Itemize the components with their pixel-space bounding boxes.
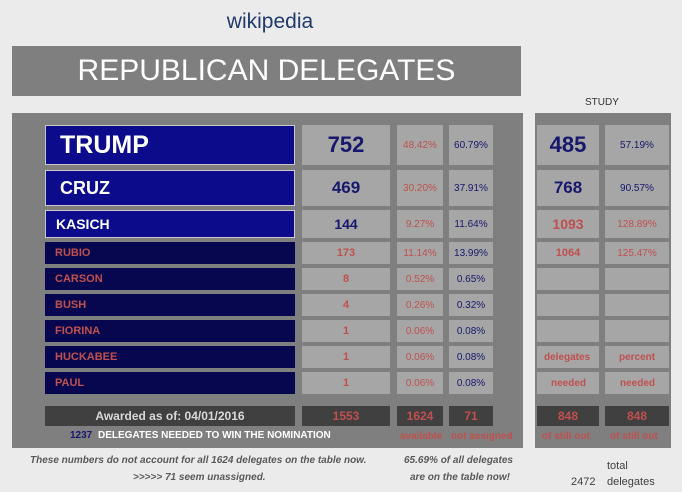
pct-assigned-fiorina: 0.06% bbox=[397, 320, 443, 342]
study-needed-huckabee bbox=[537, 346, 599, 368]
study-needed-kasich: 1093 bbox=[537, 210, 599, 238]
study-pct-trump: 57.19% bbox=[605, 125, 669, 165]
study-needed-carson bbox=[537, 268, 599, 290]
delegate-count-carson: 8 bbox=[302, 268, 390, 290]
pct-needed-paul: 0.08% bbox=[449, 372, 493, 394]
total-label-1: total bbox=[607, 460, 628, 472]
candidate-name-fiorina: FIORINA bbox=[45, 320, 295, 342]
candidate-name-paul: PAUL bbox=[45, 372, 295, 394]
available-value: 1624 bbox=[397, 406, 443, 426]
study-label-delegates: delegates bbox=[544, 352, 591, 363]
note-left-2: >>>>> 71 seem unassigned. bbox=[133, 472, 266, 483]
needed-text: DELEGATES NEEDED TO WIN THE NOMINATION bbox=[98, 430, 331, 441]
candidate-name-kasich: KASICH bbox=[45, 210, 295, 238]
pct-needed-rubio: 13.99% bbox=[449, 242, 493, 264]
awarded-date: Awarded as of: 04/01/2016 bbox=[45, 406, 295, 426]
needed-number: 1237 bbox=[70, 430, 93, 441]
study-pct-fiorina bbox=[605, 320, 669, 342]
delegate-count-trump: 752 bbox=[302, 125, 390, 165]
study-still-out-right: 848 bbox=[605, 406, 669, 426]
pct-needed-kasich: 11.64% bbox=[449, 210, 493, 238]
study-pct-cruz: 90.57% bbox=[605, 170, 669, 206]
note-right-2: are on the table now! bbox=[410, 472, 511, 483]
site-title: wikipedia bbox=[226, 10, 314, 33]
study-pct-paul bbox=[605, 372, 669, 394]
study-pct-huckabee bbox=[605, 346, 669, 368]
note-right-1: 65.69% of all delegates bbox=[404, 455, 513, 466]
pct-needed-huckabee: 0.08% bbox=[449, 346, 493, 368]
not-assigned-value: 71 bbox=[449, 406, 493, 426]
page-title: REPUBLICAN DELEGATES bbox=[12, 46, 521, 96]
pct-assigned-paul: 0.06% bbox=[397, 372, 443, 394]
pct-assigned-bush: 0.26% bbox=[397, 294, 443, 316]
study-needed-cruz: 768 bbox=[537, 170, 599, 206]
study-needed-bush bbox=[537, 294, 599, 316]
candidate-name-rubio: RUBIO bbox=[45, 242, 295, 264]
study-label-needed-2: needed bbox=[620, 378, 656, 389]
study-pct-carson bbox=[605, 268, 669, 290]
candidate-name-carson: CARSON bbox=[45, 268, 295, 290]
pct-assigned-kasich: 9.27% bbox=[397, 210, 443, 238]
study-label-percent: percent bbox=[619, 352, 656, 363]
pct-assigned-carson: 0.52% bbox=[397, 268, 443, 290]
delegate-count-bush: 4 bbox=[302, 294, 390, 316]
delegate-count-kasich: 144 bbox=[302, 210, 390, 238]
not-assigned-label: not assigned bbox=[451, 431, 513, 442]
study-label: STUDY bbox=[585, 97, 619, 108]
study-pct-rubio: 125.47% bbox=[605, 242, 669, 264]
study-pct-bush bbox=[605, 294, 669, 316]
still-out-label-1: of still out bbox=[542, 431, 590, 442]
delegate-count-fiorina: 1 bbox=[302, 320, 390, 342]
delegate-count-paul: 1 bbox=[302, 372, 390, 394]
pct-needed-fiorina: 0.08% bbox=[449, 320, 493, 342]
delegate-count-rubio: 173 bbox=[302, 242, 390, 264]
study-pct-kasich: 128.89% bbox=[605, 210, 669, 238]
pct-assigned-rubio: 11.14% bbox=[397, 242, 443, 264]
delegate-count-huckabee: 1 bbox=[302, 346, 390, 368]
pct-assigned-trump: 48.42% bbox=[397, 125, 443, 165]
candidate-name-bush: BUSH bbox=[45, 294, 295, 316]
pct-assigned-huckabee: 0.06% bbox=[397, 346, 443, 368]
study-needed-trump: 485 bbox=[537, 125, 599, 165]
study-label-needed-1: needed bbox=[551, 378, 587, 389]
study-needed-rubio: 1064 bbox=[537, 242, 599, 264]
available-label: available bbox=[400, 431, 443, 442]
delegate-count-cruz: 469 bbox=[302, 170, 390, 206]
total-number: 2472 bbox=[571, 476, 596, 488]
study-needed-fiorina bbox=[537, 320, 599, 342]
candidate-name-cruz: CRUZ bbox=[45, 170, 295, 206]
study-still-out-left: 848 bbox=[537, 406, 599, 426]
total-label-2: delegates bbox=[607, 476, 655, 488]
pct-assigned-cruz: 30.20% bbox=[397, 170, 443, 206]
pct-needed-carson: 0.65% bbox=[449, 268, 493, 290]
study-needed-paul bbox=[537, 372, 599, 394]
pct-needed-cruz: 37.91% bbox=[449, 170, 493, 206]
pct-needed-trump: 60.79% bbox=[449, 125, 493, 165]
note-left-1: These numbers do not account for all 162… bbox=[30, 455, 367, 466]
total-assigned-value: 1553 bbox=[302, 406, 390, 426]
candidate-name-trump: TRUMP bbox=[45, 125, 295, 165]
pct-needed-bush: 0.32% bbox=[449, 294, 493, 316]
still-out-label-2: of still out bbox=[610, 431, 658, 442]
candidate-name-huckabee: HUCKABEE bbox=[45, 346, 295, 368]
